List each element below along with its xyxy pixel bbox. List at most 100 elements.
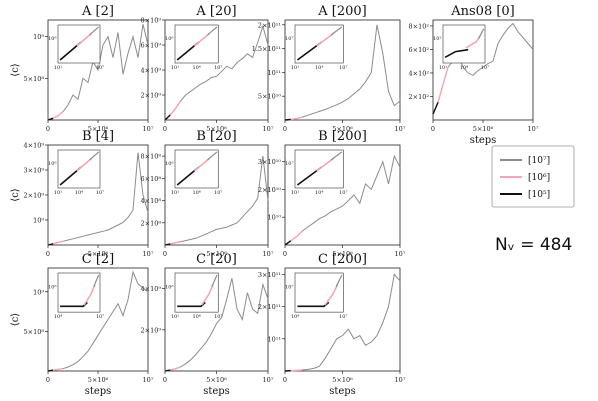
series-line-10-7 xyxy=(47,270,149,372)
inset-x-tick-label: 10⁴ xyxy=(315,190,323,196)
series-line-10-5 xyxy=(284,240,292,246)
inset-line-10-6 xyxy=(193,32,211,47)
x-tick-label: 10⁷ xyxy=(395,125,406,133)
series-line-10-7 xyxy=(284,273,401,372)
inset-line-10-7 xyxy=(207,26,218,36)
series-line-10-5 xyxy=(47,369,54,372)
legend-box xyxy=(491,145,575,208)
inset-x-tick-label: 10¹ xyxy=(171,314,179,320)
inset-line-10-7 xyxy=(207,151,218,161)
inset-y-tick-label: 10⁶ xyxy=(48,161,56,167)
inset-x-tick-label: 10⁷ xyxy=(96,314,104,320)
inset-x-tick-label: 10¹ xyxy=(171,65,179,71)
y-tick-label: 2×10¹¹ xyxy=(258,21,281,29)
series-line-10-7 xyxy=(47,152,149,246)
inset-line-10-7 xyxy=(330,26,343,36)
series-line-10-7 xyxy=(47,24,149,121)
y-tick-label: 2×10¹¹ xyxy=(258,303,281,311)
inset-y-tick-label: 10⁶ xyxy=(165,36,173,42)
subplot-title: B [4] xyxy=(82,129,114,144)
inset-y-tick-label: 10⁷ xyxy=(285,161,293,167)
inset-x-tick-label: 10⁴ xyxy=(315,65,323,71)
inset-plot: 10¹ 10⁴ 10⁷ 10⁷ xyxy=(285,149,347,196)
inset-x-tick-label: 10¹ xyxy=(291,190,299,196)
inset-line-10-5 xyxy=(444,48,469,59)
y-axis-label: ⟨c⟩ xyxy=(10,63,21,77)
inset-line-10-6 xyxy=(324,284,339,306)
y-tick-label: 5×10⁸ xyxy=(24,328,45,336)
y-tick-label: 10⁹ xyxy=(33,288,44,296)
y-tick-label: 1.5×10¹¹ xyxy=(252,45,282,53)
x-tick-label: 10⁷ xyxy=(528,125,539,133)
x-tick-label: 5×10⁶ xyxy=(332,125,353,133)
y-axis-label: ⟨c⟩ xyxy=(10,313,21,327)
inset-line-10-6 xyxy=(316,32,335,47)
x-tick-label: 0 xyxy=(283,125,287,133)
panels-group: A [2] 0 5×10⁶ 10⁷ 5×10⁸ 10⁹ ⟨c⟩ 10¹ 10⁷ 10⁶ A [20]… xyxy=(10,4,539,397)
y-tick-label: 8×10⁸ xyxy=(141,153,162,161)
inset-plot: 10¹ 10⁴ 10⁷ 10⁷ xyxy=(285,24,347,71)
inset-plot: 10¹ 10⁴ 10⁷ 10⁶ xyxy=(165,24,222,71)
series-line-10-7 xyxy=(432,22,534,115)
y-tick-label: 4×10⁸ xyxy=(141,197,162,205)
inset-x-tick-label: 10⁴ xyxy=(75,190,83,196)
subplot-4: Ans08 [0] 0 5×10⁶ 10⁷ 2×10² 4×10² 6×10² 8×10² st… xyxy=(409,4,539,146)
x-tick-label: 5×10⁶ xyxy=(88,250,109,258)
x-tick-label: 0 xyxy=(283,376,287,384)
y-tick-label: 8×10² xyxy=(409,22,430,30)
inset-x-tick-label: 10⁴ xyxy=(192,65,200,71)
y-tick-label: 6×10⁸ xyxy=(141,175,162,183)
x-tick-label: 0 xyxy=(431,125,435,133)
inset-x-tick-label: 10⁷ xyxy=(339,65,347,71)
inset-line-10-5 xyxy=(60,301,88,308)
x-tick-label: 10⁷ xyxy=(395,376,406,384)
inset-line-10-6 xyxy=(201,284,214,306)
inset-y-tick-label: 10⁶ xyxy=(48,285,56,291)
x-tick-label: 10⁷ xyxy=(263,125,274,133)
inset-line-10-6 xyxy=(465,35,481,49)
series-line-10-7 xyxy=(284,154,401,246)
x-tick-label: 10⁷ xyxy=(263,376,274,384)
inset-line-10-6 xyxy=(193,157,211,172)
subplot-title: B [20] xyxy=(196,129,236,144)
inset-y-tick-label: 10⁷ xyxy=(285,36,293,42)
inset-x-tick-label: 10¹ xyxy=(291,65,299,71)
x-tick-label: 0 xyxy=(46,376,50,384)
inset-line-10-5 xyxy=(297,301,330,308)
x-tick-label: 10⁷ xyxy=(143,250,154,258)
inset-plot: 10⁴ 10⁷ 10⁷ xyxy=(285,272,347,320)
inset-line-10-6 xyxy=(316,157,335,172)
x-tick-label: 0 xyxy=(46,125,50,133)
legend-label-10-7: [10⁷] xyxy=(528,156,550,166)
series-line-10-7 xyxy=(164,24,269,121)
legend: [10⁷] [10⁶] [10⁵] xyxy=(491,145,575,208)
series-line-10-6 xyxy=(432,66,449,115)
y-tick-label: 10⁹ xyxy=(33,33,44,41)
inset-x-tick-label: 10⁷ xyxy=(96,190,104,196)
subplot-title: Ans08 [0] xyxy=(450,4,515,19)
inset-x-tick-label: 10⁷ xyxy=(214,314,222,320)
subplot-title: B [200] xyxy=(318,129,367,144)
inset-x-tick-label: 10⁷ xyxy=(214,65,222,71)
x-tick-label: 10⁷ xyxy=(395,250,406,258)
series-line-10-5 xyxy=(164,114,171,121)
inset-line-10-7 xyxy=(93,274,100,287)
subplot-8: C [2] 0 5×10⁶ 10⁷ 5×10⁸ 10⁹ ⟨c⟩ steps 10⁴ 10⁷ 10⁶ xyxy=(10,252,154,397)
inset-x-tick-label: 10¹ xyxy=(54,190,62,196)
y-tick-label: 2×10⁹ xyxy=(141,326,162,334)
y-tick-label: 2×10⁹ xyxy=(141,92,162,100)
inset-line-10-5 xyxy=(177,301,206,308)
subplot-3: A [200] 0 5×10⁶ 10⁷ 5×10¹⁰ 10¹¹ 1.5×10¹¹ 2×10¹¹… xyxy=(252,4,406,133)
inset-x-tick-label: 10¹ xyxy=(439,65,447,71)
subplot-title: A [200] xyxy=(317,4,366,19)
inset-line-10-7 xyxy=(89,151,100,161)
x-tick-label: 0 xyxy=(283,250,287,258)
x-tick-label: 0 xyxy=(46,250,50,258)
inset-plot: 10¹ 10⁴ 10⁷ 10² xyxy=(433,24,489,71)
y-tick-label: 2×10⁹ xyxy=(24,192,45,200)
inset-x-tick-label: 10⁴ xyxy=(291,314,299,320)
